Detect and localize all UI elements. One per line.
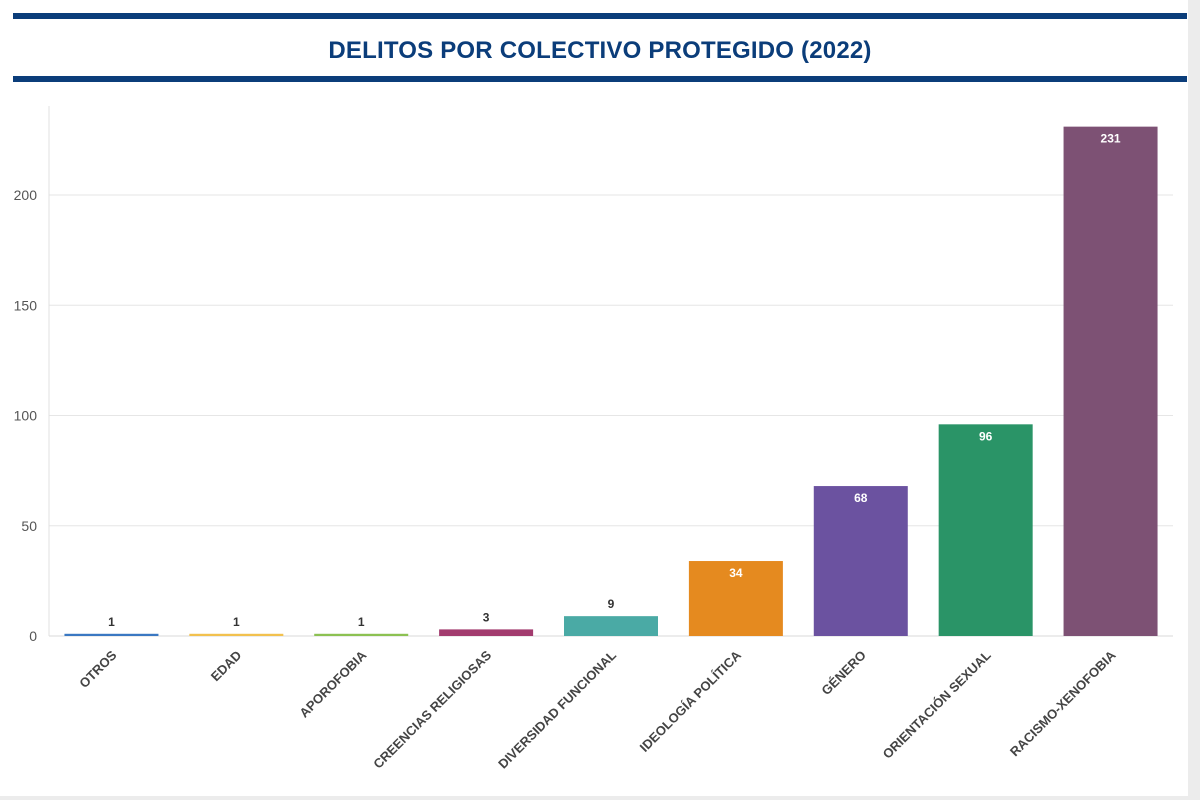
x-tick-label: CREENCIAS RELIGIOSAS xyxy=(370,647,494,771)
bar xyxy=(1063,126,1158,637)
bar xyxy=(314,633,409,636)
y-tick-label: 150 xyxy=(14,297,38,313)
bar xyxy=(688,561,783,636)
x-tick-label: IDEOLOGÍA POLÍTICA xyxy=(637,647,745,755)
title-rule-bottom xyxy=(13,76,1187,82)
bar xyxy=(64,633,159,636)
bar xyxy=(189,633,284,636)
bar xyxy=(564,616,658,636)
data-label: 1 xyxy=(233,615,240,629)
bar xyxy=(439,629,534,636)
data-label: 231 xyxy=(1101,132,1121,146)
y-tick-label: 50 xyxy=(21,518,37,534)
y-tick-label: 200 xyxy=(14,187,38,203)
bar xyxy=(813,486,908,636)
data-label: 1 xyxy=(358,615,365,629)
chart-title: DELITOS POR COLECTIVO PROTEGIDO (2022) xyxy=(328,37,872,64)
x-tick-label: ORIENTACIÓN SEXUAL xyxy=(880,647,994,761)
title-bar: DELITOS POR COLECTIVO PROTEGIDO (2022) xyxy=(13,13,1187,82)
x-tick-label: OTROS xyxy=(76,647,120,691)
data-label: 68 xyxy=(854,491,868,505)
x-tick-label: EDAD xyxy=(208,648,245,685)
data-label: 1 xyxy=(108,615,115,629)
x-tick-label: APOROFOBIA xyxy=(296,647,369,720)
y-tick-label: 100 xyxy=(14,408,38,424)
x-tick-label: DIVERSIDAD FUNCIONAL xyxy=(495,647,619,771)
data-label: 9 xyxy=(608,597,615,611)
data-label: 96 xyxy=(979,429,993,443)
data-label: 34 xyxy=(729,566,743,580)
x-tick-label: GÉNERO xyxy=(818,648,868,698)
bar xyxy=(938,424,1033,636)
x-tick-label: RACISMO-XENOFOBIA xyxy=(1007,647,1119,759)
data-label: 3 xyxy=(483,610,490,624)
title-rule-top xyxy=(13,13,1187,19)
y-tick-label: 0 xyxy=(29,628,37,644)
